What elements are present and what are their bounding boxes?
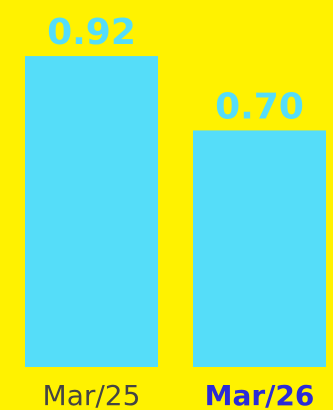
bar-mar-25 <box>25 56 158 368</box>
bar-mar-26 <box>193 130 326 367</box>
category-labels-group: Mar/25 Mar/26 <box>43 379 315 410</box>
value-labels-group: 0.92 0.70 <box>47 12 304 127</box>
category-label: Mar/25 <box>43 379 141 410</box>
category-label: Mar/26 <box>205 379 315 410</box>
value-label: 0.92 <box>47 12 136 53</box>
bars-group <box>25 56 326 368</box>
value-label: 0.70 <box>215 86 304 127</box>
